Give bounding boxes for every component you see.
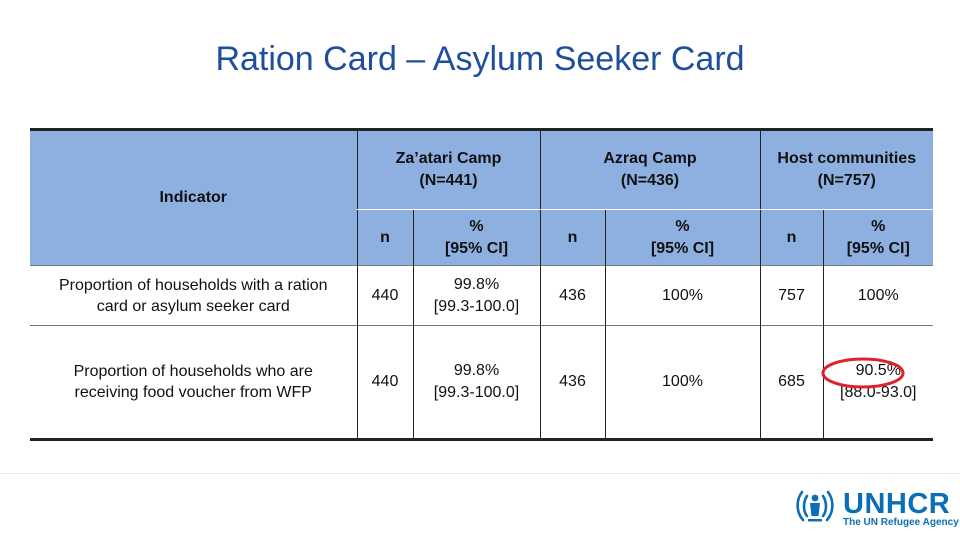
table-row: Proportion of households with a ration ca… — [30, 265, 933, 326]
sub-header-pct: % [95% CI] — [604, 209, 760, 266]
pct-cell: 99.8% [99.3-100.0] — [412, 265, 540, 326]
highlight-circle — [821, 357, 905, 389]
data-table: Indicator Za’atari Camp (N=441) Azraq Cam… — [30, 128, 933, 441]
group-header-azraq: Azraq Camp (N=436) — [539, 128, 760, 210]
n-cell: 685 — [759, 325, 823, 441]
sub-header-n: n — [539, 209, 605, 266]
unhcr-logo: UNHCR The UN Refugee Agency — [793, 486, 959, 528]
n-cell: 757 — [759, 265, 823, 326]
footer-divider — [0, 473, 960, 474]
page-title: Ration Card – Asylum Seeker Card — [215, 40, 745, 78]
pct-cell: 100% — [822, 265, 933, 326]
group-header-zaatari: Za’atari Camp (N=441) — [356, 128, 540, 210]
pct-cell: 100% — [604, 325, 760, 441]
n-cell: 436 — [539, 265, 605, 326]
sub-header-n: n — [759, 209, 823, 266]
pct-cell: 100% — [604, 265, 760, 326]
indicator-cell: Proportion of households who are receivin… — [30, 325, 357, 441]
group-header-host-communities: Host communities (N=757) — [759, 128, 933, 210]
indicator-cell: Proportion of households with a ration ca… — [30, 265, 357, 326]
sub-header-pct: % [95% CI] — [822, 209, 933, 266]
logo-tagline: The UN Refugee Agency — [843, 517, 959, 528]
n-cell: 436 — [539, 325, 605, 441]
logo-wordmark: UNHCR — [843, 488, 951, 520]
pct-cell-highlighted: 90.5% [88.0-93.0] — [822, 325, 933, 441]
pct-cell: 99.8% [99.3-100.0] — [412, 325, 540, 441]
sub-header-n: n — [356, 209, 413, 266]
n-cell: 440 — [356, 325, 413, 441]
unhcr-emblem-icon — [796, 490, 834, 522]
indicator-header: Indicator — [30, 128, 357, 266]
n-cell: 440 — [356, 265, 413, 326]
sub-header-pct: % [95% CI] — [412, 209, 540, 266]
table-row: Proportion of households who are receivin… — [30, 325, 933, 441]
